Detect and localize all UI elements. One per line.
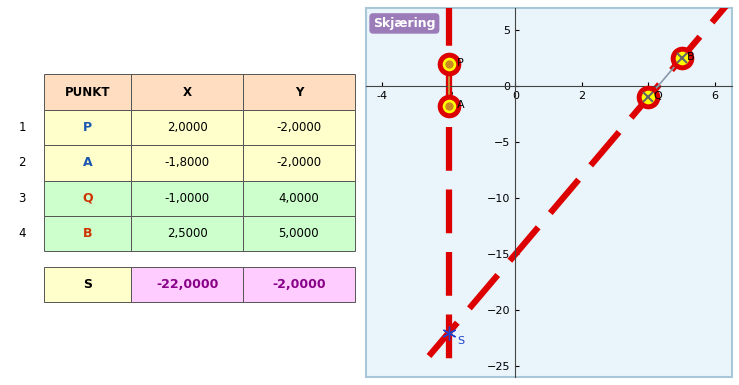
Text: 4,0000: 4,0000	[279, 192, 319, 205]
FancyBboxPatch shape	[132, 74, 243, 110]
FancyBboxPatch shape	[44, 216, 132, 251]
FancyBboxPatch shape	[44, 110, 132, 145]
Text: 4: 4	[18, 227, 26, 240]
Text: -22,0000: -22,0000	[156, 278, 218, 291]
Text: P: P	[457, 58, 464, 68]
FancyBboxPatch shape	[132, 216, 243, 251]
FancyBboxPatch shape	[243, 74, 355, 110]
Text: S: S	[84, 278, 92, 291]
Text: PUNKT: PUNKT	[65, 85, 111, 99]
FancyBboxPatch shape	[44, 145, 132, 181]
Text: -2,0000: -2,0000	[276, 121, 321, 134]
Text: -1,8000: -1,8000	[165, 156, 210, 169]
FancyBboxPatch shape	[243, 267, 355, 302]
Text: A: A	[83, 156, 92, 169]
Text: B: B	[687, 52, 695, 62]
Text: 1: 1	[18, 121, 26, 134]
Text: A: A	[457, 100, 465, 110]
Text: -2,0000: -2,0000	[272, 278, 326, 291]
Text: B: B	[83, 227, 92, 240]
Text: Q: Q	[653, 91, 662, 101]
Text: Y: Y	[295, 85, 303, 99]
FancyBboxPatch shape	[132, 145, 243, 181]
Text: 2,0000: 2,0000	[167, 121, 208, 134]
Text: S: S	[457, 336, 464, 346]
Text: 5,0000: 5,0000	[279, 227, 319, 240]
FancyBboxPatch shape	[132, 181, 243, 216]
FancyBboxPatch shape	[243, 110, 355, 145]
Text: Skjæring: Skjæring	[373, 17, 435, 30]
FancyBboxPatch shape	[243, 181, 355, 216]
Text: X: X	[183, 85, 191, 99]
Text: Q: Q	[83, 192, 93, 205]
Text: 2: 2	[18, 156, 26, 169]
Text: -2,0000: -2,0000	[276, 156, 321, 169]
Text: -1,0000: -1,0000	[165, 192, 210, 205]
Text: 2,5000: 2,5000	[167, 227, 208, 240]
FancyBboxPatch shape	[44, 267, 132, 302]
FancyBboxPatch shape	[44, 74, 132, 110]
FancyBboxPatch shape	[44, 181, 132, 216]
Text: 3: 3	[18, 192, 26, 205]
FancyBboxPatch shape	[243, 145, 355, 181]
FancyBboxPatch shape	[243, 216, 355, 251]
FancyBboxPatch shape	[132, 110, 243, 145]
Text: P: P	[84, 121, 92, 134]
FancyBboxPatch shape	[132, 267, 243, 302]
